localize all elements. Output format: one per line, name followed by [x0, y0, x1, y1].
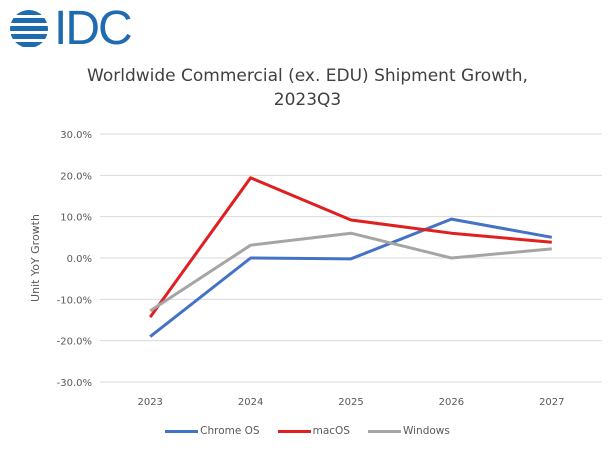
y-axis-label: Unit YoY Growth [29, 214, 42, 302]
legend-label: Chrome OS [200, 425, 260, 437]
globe-icon [10, 10, 48, 47]
legend-label: Windows [402, 425, 450, 437]
y-tick-label: 20.0% [60, 171, 92, 182]
chart-title: Worldwide Commercial (ex. EDU) Shipment … [0, 64, 615, 112]
y-tick-label: 30.0% [60, 130, 92, 141]
chart-title-line1: Worldwide Commercial (ex. EDU) Shipment … [87, 66, 528, 86]
legend-swatch [277, 429, 311, 433]
x-tick-label: 2025 [338, 397, 363, 408]
x-tick-label: 2023 [137, 397, 162, 408]
x-tick-label: 2026 [439, 397, 464, 408]
y-tick-label: -30.0% [57, 378, 92, 389]
legend-item: Chrome OS [165, 425, 260, 437]
series-line-macos [148, 176, 552, 318]
chart-title-line2: 2023Q3 [273, 90, 342, 110]
y-tick-label: 0.0% [67, 254, 92, 265]
y-tick-label: -10.0% [57, 295, 92, 306]
logo-text: IDC [54, 2, 133, 55]
legend: Chrome OS macOS Windows [0, 425, 615, 437]
legend-swatch [165, 429, 199, 433]
series-line-windows [149, 231, 552, 313]
y-tick-labels: 30.0% 20.0% 10.0% 0.0% -10.0% -20.0% -30.0% [57, 130, 92, 389]
y-tick-label: -20.0% [57, 337, 92, 348]
x-tick-label: 2027 [539, 397, 564, 408]
series-line-chrome-os [149, 217, 553, 338]
gridlines [100, 133, 602, 383]
legend-item: macOS [277, 425, 350, 437]
series-lines [148, 176, 553, 338]
x-tick-labels: 2023 2024 2025 2026 2027 [137, 397, 564, 408]
idc-logo: IDC [8, 2, 148, 55]
legend-item: Windows [367, 425, 450, 437]
x-tick-label: 2024 [238, 397, 263, 408]
y-tick-label: 10.0% [60, 213, 92, 224]
legend-swatch [367, 429, 401, 433]
legend-label: macOS [312, 425, 350, 437]
